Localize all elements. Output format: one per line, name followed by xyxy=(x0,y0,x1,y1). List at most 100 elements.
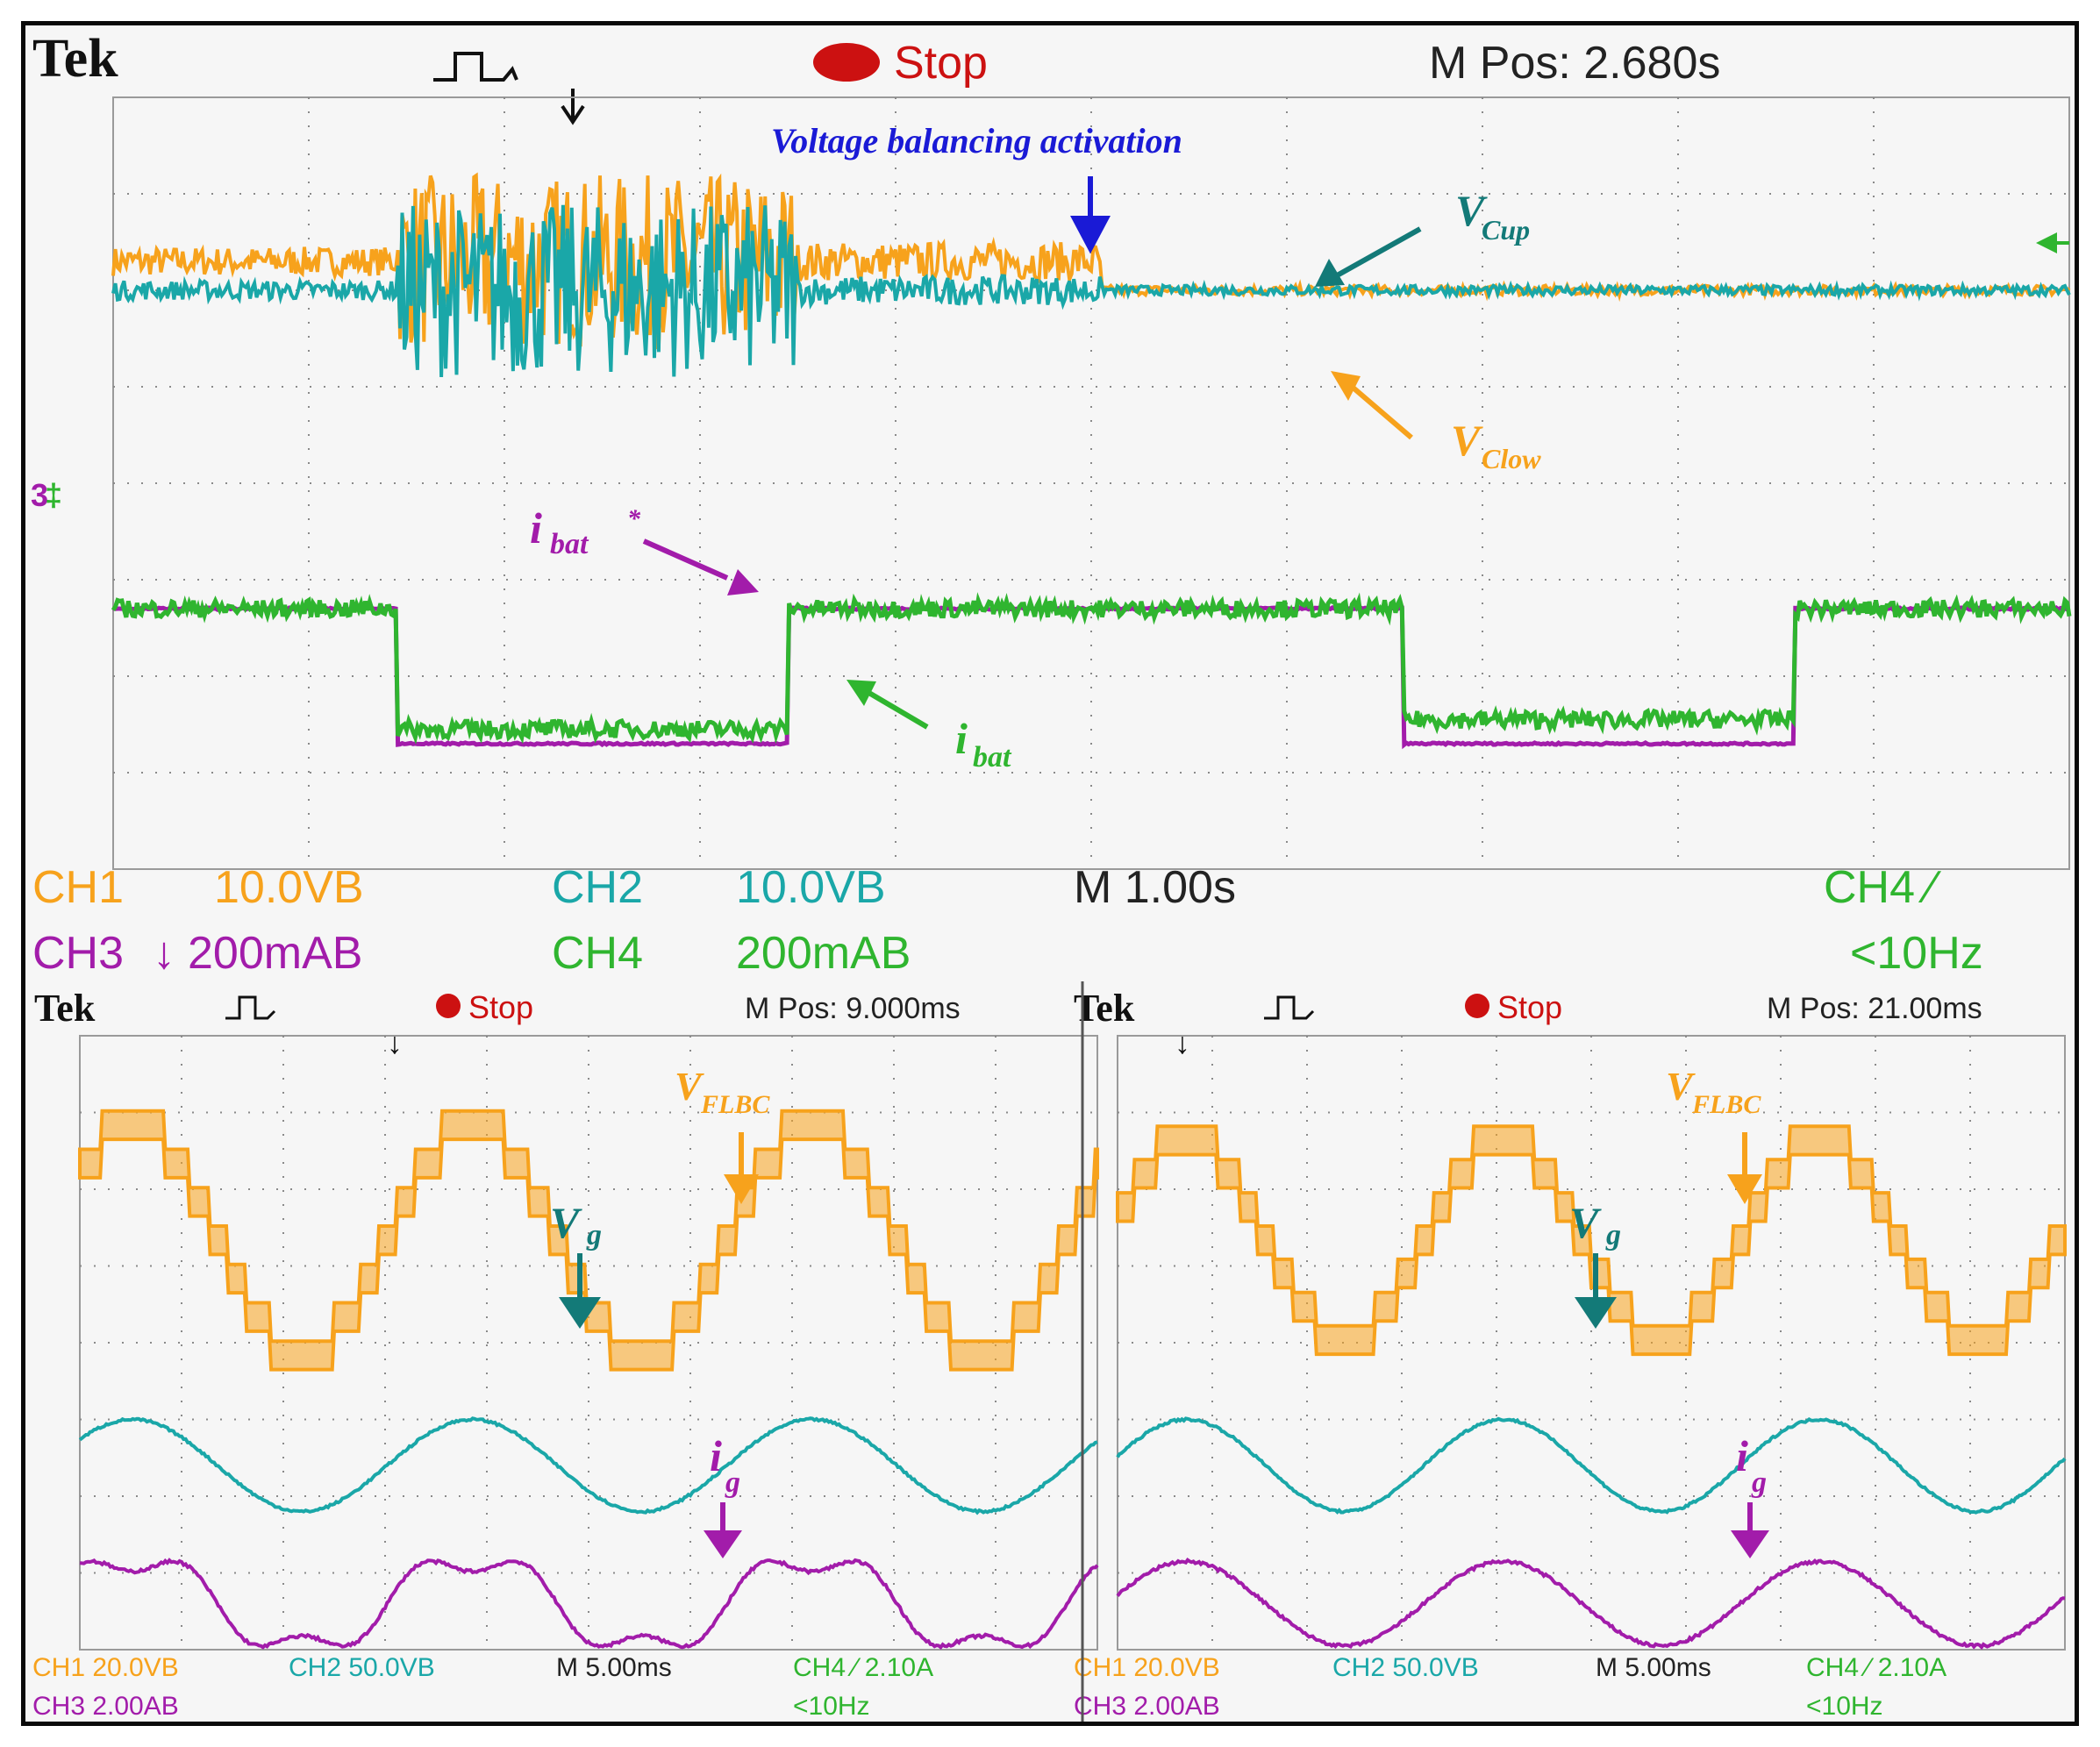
svg-text:CH3 2.00AB: CH3 2.00AB xyxy=(32,1692,179,1721)
top-brand: Tek xyxy=(32,29,118,89)
svg-text:↓: ↓ xyxy=(387,1024,403,1060)
v-clow-annotation: V Clow xyxy=(1331,371,1541,474)
svg-text:<10Hz: <10Hz xyxy=(1806,1692,1883,1721)
svg-text:i: i xyxy=(710,1431,722,1480)
trace-v-flbc-right xyxy=(1116,1124,2067,1357)
svg-text:Stop: Stop xyxy=(1497,989,1562,1025)
bottom-left-footer: CH1 20.0VB CH2 50.0VB M 5.00ms CH4 ⁄ 2.1… xyxy=(32,1653,933,1721)
top-graticule xyxy=(112,96,2070,870)
trace-v-g-right xyxy=(1116,1416,2067,1515)
svg-text:M 5.00ms: M 5.00ms xyxy=(556,1653,672,1682)
svg-text:CH4 ⁄ 2.10A: CH4 ⁄ 2.10A xyxy=(793,1653,933,1682)
trace-v-g-left xyxy=(78,1416,1098,1515)
svg-text:V: V xyxy=(550,1198,582,1247)
svg-text:bat: bat xyxy=(973,741,1012,774)
svg-text:M Pos: 9.000ms: M Pos: 9.000ms xyxy=(745,992,961,1025)
scope-canvas: Tek Stop M Pos: 2.680s 3 ‡ Voltage balan… xyxy=(31,29,2072,1722)
bottom-left-header: Tek Stop M Pos: 9.000ms ↓ xyxy=(34,987,961,1060)
bottom-right-header: Tek Stop M Pos: 21.00ms ↓ xyxy=(1074,987,1982,1060)
bl-v-g-arrow-icon xyxy=(559,1297,601,1329)
trace-i-g-right xyxy=(1116,1558,2066,1651)
footer-ch2-scale: 10.0VB xyxy=(736,862,886,913)
svg-text:V: V xyxy=(1569,1198,1602,1247)
bl-v-flbc-arrow-icon xyxy=(724,1174,759,1204)
svg-text:Tek: Tek xyxy=(34,987,96,1030)
svg-text:<10Hz: <10Hz xyxy=(793,1692,870,1721)
svg-text:V: V xyxy=(1666,1064,1696,1109)
bl-i-g-arrow-icon xyxy=(704,1530,742,1558)
svg-text:Cup: Cup xyxy=(1482,214,1530,246)
svg-text:CH1 20.0VB: CH1 20.0VB xyxy=(1074,1653,1220,1682)
footer-ch1-scale: 10.0VB xyxy=(214,862,364,913)
svg-text:FLBC: FLBC xyxy=(1691,1090,1761,1119)
i-bat-arrow-icon xyxy=(846,680,876,706)
footer-ch4-scale: 200mAB xyxy=(736,928,911,979)
svg-text:g: g xyxy=(725,1466,740,1499)
svg-text:V: V xyxy=(1451,416,1483,465)
top-status: Stop xyxy=(813,38,988,89)
top-trigger-icon xyxy=(433,52,585,125)
svg-text:V: V xyxy=(1455,186,1488,235)
i-bat-ref-annotation: i bat * xyxy=(530,503,759,595)
footer-ch3-arrow-icon: ↓ xyxy=(153,928,175,979)
footer-trigger-freq: <10Hz xyxy=(1850,928,1983,979)
svg-text:*: * xyxy=(627,504,641,533)
svg-text:V: V xyxy=(675,1064,704,1109)
br-annotations: V FLBC V g i g xyxy=(1569,1064,1769,1558)
bl-stop-indicator-icon xyxy=(436,994,461,1018)
svg-text:g: g xyxy=(1605,1219,1621,1251)
svg-text:3: 3 xyxy=(31,477,48,513)
svg-text:Tek: Tek xyxy=(1074,987,1135,1030)
bottom-right-graticule xyxy=(1117,1035,2066,1651)
svg-text:CH1 20.0VB: CH1 20.0VB xyxy=(32,1653,179,1682)
svg-text:M 5.00ms: M 5.00ms xyxy=(1596,1653,1711,1682)
br-trigger-icon xyxy=(1264,995,1315,1020)
bottom-right-footer: CH1 20.0VB CH2 50.0VB M 5.00ms CH4 ⁄ 2.1… xyxy=(1074,1653,1946,1721)
activation-arrow-icon xyxy=(1070,176,1111,254)
svg-text:Stop: Stop xyxy=(894,38,988,89)
footer-ch3-scale: 200mAB xyxy=(188,928,362,979)
v-cup-arrow-icon xyxy=(1315,259,1345,287)
br-v-g-arrow-icon xyxy=(1575,1297,1617,1329)
svg-text:i: i xyxy=(1736,1431,1748,1480)
svg-text:g: g xyxy=(586,1219,602,1251)
svg-text:‡: ‡ xyxy=(45,477,62,513)
top-mpos: M Pos: 2.680s xyxy=(1429,38,1720,89)
svg-text:Stop: Stop xyxy=(468,989,533,1025)
trace-v-clow xyxy=(111,204,2071,378)
svg-text:bat: bat xyxy=(550,528,589,560)
svg-text:i: i xyxy=(530,503,542,553)
bl-trigger-icon xyxy=(225,995,276,1020)
footer-ch4: CH4 xyxy=(552,928,643,979)
svg-text:FLBC: FLBC xyxy=(700,1090,770,1119)
footer-timebase: M 1.00s xyxy=(1074,862,1236,913)
br-stop-indicator-icon xyxy=(1465,994,1489,1018)
v-clow-arrow-icon xyxy=(1331,371,1361,401)
svg-text:Clow: Clow xyxy=(1482,443,1541,474)
svg-text:CH4 ⁄ 2.10A: CH4 ⁄ 2.10A xyxy=(1806,1653,1946,1682)
i-bat-ref-arrow-icon xyxy=(727,569,759,595)
footer-ch1: CH1 xyxy=(32,862,124,913)
svg-text:i: i xyxy=(955,714,968,763)
top-footer: CH1 10.0VB CH2 10.0VB M 1.00s CH4 ⁄ CH3 … xyxy=(32,862,1983,979)
v-cup-annotation: V Cup xyxy=(1315,186,1530,287)
activation-label: Voltage balancing activation xyxy=(771,121,1182,160)
svg-text:CH3 2.00AB: CH3 2.00AB xyxy=(1074,1692,1220,1721)
svg-text:M Pos: 21.00ms: M Pos: 21.00ms xyxy=(1767,992,1982,1025)
trace-i-bat xyxy=(111,592,2072,745)
svg-text:↓: ↓ xyxy=(1175,1024,1190,1060)
footer-ch3: CH3 xyxy=(32,928,124,979)
svg-text:g: g xyxy=(1751,1466,1767,1499)
br-v-flbc-arrow-icon xyxy=(1727,1174,1762,1204)
svg-text:CH2 50.0VB: CH2 50.0VB xyxy=(289,1653,435,1682)
top-channel-markers: 3 ‡ xyxy=(31,232,2069,513)
svg-text:CH2 50.0VB: CH2 50.0VB xyxy=(1332,1653,1479,1682)
footer-trigger: CH4 ⁄ xyxy=(1824,862,1941,913)
i-bat-annotation: i bat xyxy=(846,680,1012,774)
trace-i-g-left xyxy=(79,1558,1099,1651)
trace-v-flbc-left xyxy=(78,1109,1099,1372)
oscilloscope-figure: Tek Stop M Pos: 2.680s 3 ‡ Voltage balan… xyxy=(21,21,2079,1726)
bottom-left-graticule xyxy=(79,1035,1098,1651)
br-i-g-arrow-icon xyxy=(1731,1530,1769,1558)
stop-indicator-icon xyxy=(813,43,880,82)
